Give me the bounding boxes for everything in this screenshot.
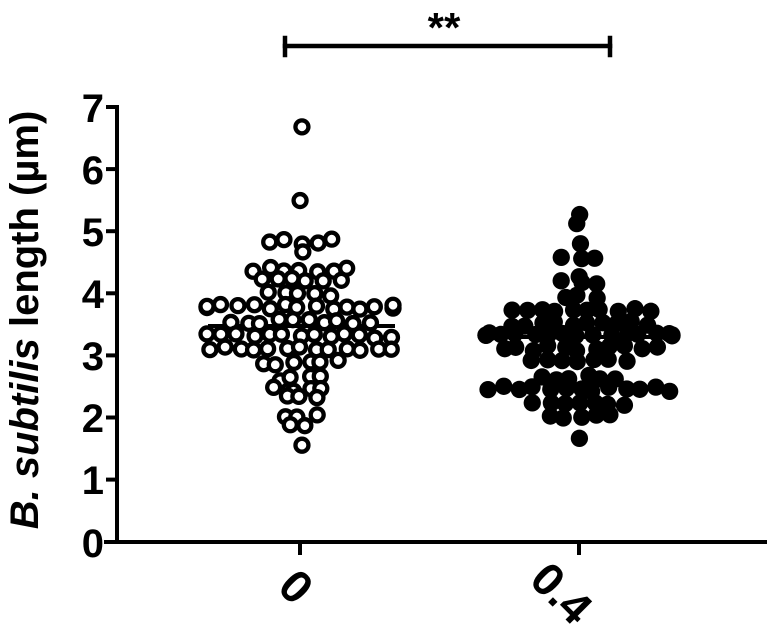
svg-text:B. subtilis length (µm): B. subtilis length (µm) xyxy=(3,111,47,530)
svg-text:0: 0 xyxy=(82,522,104,566)
svg-text:6: 6 xyxy=(82,149,104,193)
svg-text:0.4: 0.4 xyxy=(521,552,603,634)
svg-text:**: ** xyxy=(428,4,461,51)
svg-text:0: 0 xyxy=(269,559,324,614)
svg-text:1: 1 xyxy=(82,459,104,503)
svg-text:2: 2 xyxy=(82,397,104,441)
svg-text:4: 4 xyxy=(82,273,105,317)
svg-text:5: 5 xyxy=(82,211,104,255)
svg-text:3: 3 xyxy=(82,335,104,379)
svg-text:7: 7 xyxy=(82,87,104,131)
